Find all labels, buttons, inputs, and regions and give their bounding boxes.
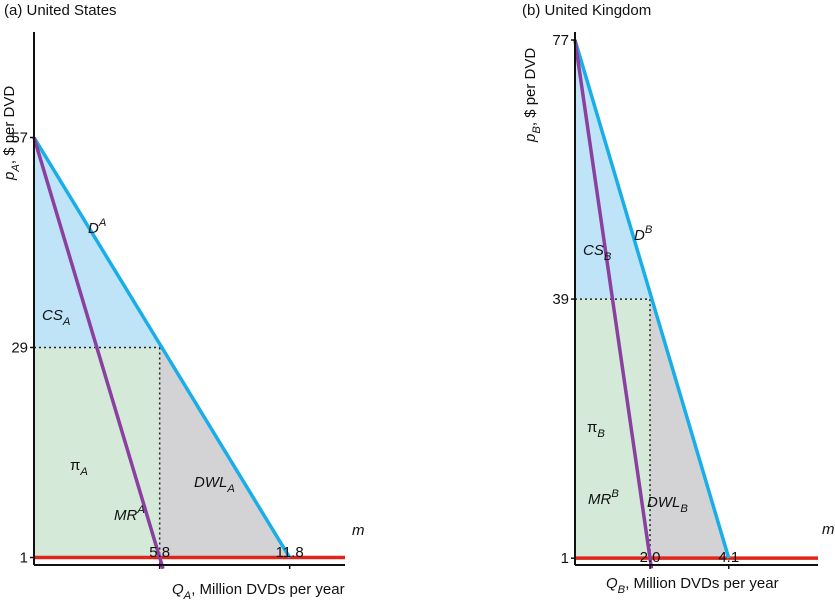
demand-label: DB bbox=[634, 224, 653, 244]
demand-label: DA bbox=[88, 217, 106, 237]
deadweight-loss-label: DWLB bbox=[647, 494, 688, 515]
consumer-surplus-label: CSA bbox=[42, 307, 70, 328]
panel-title: (b) United Kingdom bbox=[522, 2, 651, 19]
marginal-cost-label: m bbox=[352, 522, 365, 539]
x-tick-label: 2.0 bbox=[640, 549, 661, 566]
y-tick-label: 77 bbox=[552, 32, 569, 49]
profit-label: πB bbox=[587, 419, 605, 440]
y-tick-label: 39 bbox=[552, 291, 569, 308]
consumer-surplus-label: CSB bbox=[583, 242, 612, 263]
profit-area bbox=[575, 299, 650, 559]
x-axis-label: QB, Million DVDs per year bbox=[606, 575, 779, 596]
marginal-revenue-label: MRA bbox=[114, 504, 145, 524]
profit-label: πA bbox=[70, 457, 88, 478]
x-tick-label: 5.8 bbox=[149, 544, 170, 561]
x-tick-label: 11.8 bbox=[276, 544, 304, 561]
y-axis-label: pA, $ per DVD bbox=[1, 86, 22, 181]
profit-area bbox=[34, 347, 160, 558]
demand-curve bbox=[32, 136, 292, 559]
x-axis-label: QA, Million DVDs per year bbox=[172, 581, 345, 602]
y-tick-label: 57 bbox=[11, 130, 28, 147]
panel-united-kingdom: 1 39 77 2.0 4.1 (b) United Kingdom pB, $ per D… bbox=[522, 2, 835, 596]
y-tick-label: 1 bbox=[20, 550, 28, 567]
y-tick-label: 29 bbox=[11, 340, 28, 357]
y-axis-label: pB, $ per DVD bbox=[522, 48, 543, 143]
panel-title: (a) United States bbox=[4, 2, 117, 19]
marginal-revenue-label: MRB bbox=[588, 488, 619, 508]
panel-united-states: 1 29 57 5.8 11.8 (a) United States pA, $ per D… bbox=[1, 2, 365, 602]
marginal-revenue-curve bbox=[32, 136, 165, 570]
x-tick-label: 4.1 bbox=[718, 549, 739, 566]
deadweight-loss-label: DWLA bbox=[194, 474, 235, 495]
marginal-revenue-curve bbox=[573, 39, 654, 569]
y-tick-label: 1 bbox=[561, 550, 569, 567]
marginal-cost-label: m bbox=[822, 521, 835, 538]
demand-curve bbox=[573, 39, 731, 559]
